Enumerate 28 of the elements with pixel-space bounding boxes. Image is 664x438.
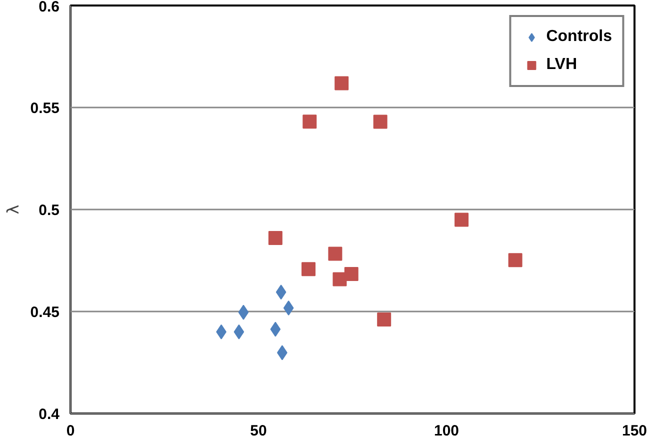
point (270, 322, 281, 337)
point (328, 246, 342, 261)
x-tick-label: 0 (66, 422, 75, 438)
point (454, 212, 469, 227)
point (302, 262, 316, 276)
y-tick-label: 0.55 (30, 100, 60, 117)
point (508, 253, 522, 268)
point (377, 312, 392, 326)
point (344, 266, 358, 281)
y-axis-title: λ (3, 204, 22, 214)
point (268, 231, 282, 246)
y-tick-label: 0.6 (38, 0, 60, 16)
point (332, 272, 347, 286)
point (283, 300, 294, 316)
point (334, 76, 349, 90)
point (238, 304, 249, 320)
y-tick-label: 0.5 (38, 202, 60, 219)
point (234, 324, 244, 340)
x-tick-label: 150 (622, 422, 648, 438)
legend-label: Controls (546, 28, 612, 46)
x-tick-label: 100 (434, 422, 460, 438)
point (276, 284, 286, 300)
point (302, 114, 317, 129)
legend-label: LVH (546, 56, 578, 74)
x-tick-label: 50 (250, 422, 267, 438)
y-tick-label: 0.4 (38, 406, 60, 423)
y-tick-label: 0.45 (30, 304, 60, 321)
point (373, 114, 388, 129)
